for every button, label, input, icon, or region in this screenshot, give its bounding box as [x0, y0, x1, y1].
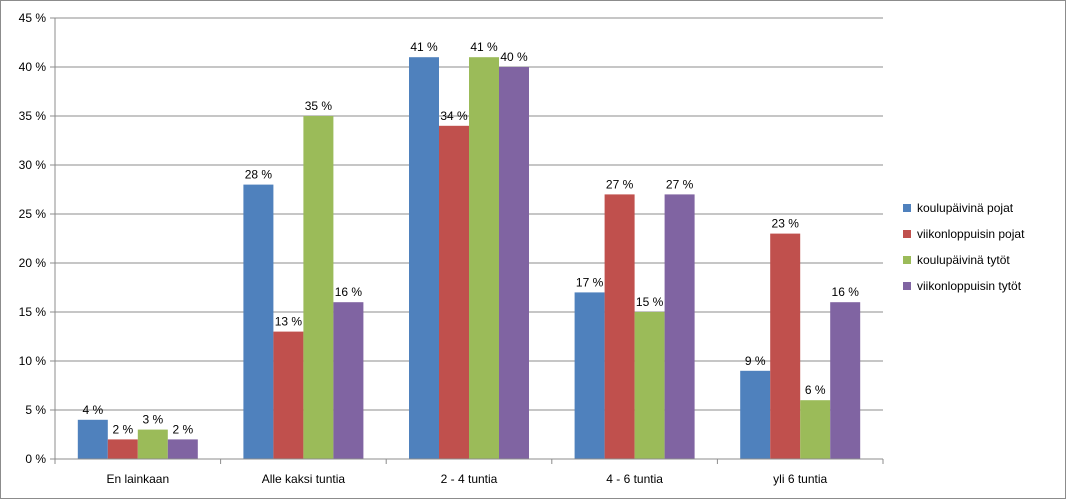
x-tick-label: 2 - 4 tuntia [441, 472, 498, 486]
legend: koulupäivinä pojat viikonloppuisin pojat k… [903, 201, 1025, 293]
bar [439, 125, 469, 460]
data-label: 23 % [772, 217, 800, 231]
y-tick-label: 45 % [19, 11, 47, 25]
legend-swatch [903, 204, 911, 212]
data-label: 27 % [666, 177, 694, 191]
bar [664, 194, 695, 459]
bar [574, 292, 605, 459]
bar [800, 400, 831, 459]
bar [770, 233, 801, 459]
data-label: 3 % [142, 413, 163, 427]
legend-label: koulupäivinä pojat [917, 201, 1014, 215]
data-label: 40 % [500, 50, 528, 64]
data-label: 13 % [275, 315, 303, 329]
x-tick-label: yli 6 tuntia [773, 472, 827, 486]
data-label: 9 % [745, 354, 766, 368]
y-tick-label: 0 % [25, 452, 46, 466]
data-label: 16 % [832, 285, 860, 299]
y-axis: 0 % 5 % 10 % 15 % 20 % 25 % 30 % 35 % 40 % 45 % [19, 11, 56, 466]
bar [303, 116, 334, 459]
bar [740, 370, 771, 459]
bar [499, 67, 529, 459]
data-label: 28 % [245, 168, 273, 182]
y-tick-label: 35 % [19, 109, 47, 123]
x-tick-label: En lainkaan [106, 472, 169, 486]
data-label: 27 % [606, 177, 634, 191]
bar [77, 419, 108, 459]
bar [604, 194, 635, 459]
bar [469, 57, 499, 459]
data-label: 16 % [335, 285, 363, 299]
data-label: 34 % [440, 109, 468, 123]
bar [167, 439, 198, 459]
data-label: 2 % [172, 422, 193, 436]
y-tick-label: 25 % [19, 207, 47, 221]
legend-swatch [903, 282, 911, 290]
legend-label: viikonloppuisin tytöt [917, 279, 1022, 293]
y-tick-label: 20 % [19, 256, 47, 270]
legend-swatch [903, 230, 911, 238]
data-label: 41 % [470, 40, 498, 54]
legend-swatch [903, 256, 911, 264]
x-tick-label: 4 - 6 tuntia [606, 472, 663, 486]
y-tick-label: 40 % [19, 60, 47, 74]
bars [77, 57, 861, 460]
y-tick-label: 5 % [25, 403, 46, 417]
x-tick-label: Alle kaksi tuntia [262, 472, 346, 486]
data-label: 41 % [410, 40, 438, 54]
bar [634, 312, 665, 459]
bar [333, 302, 364, 459]
bar [273, 331, 304, 459]
data-label: 6 % [805, 383, 826, 397]
data-label: 4 % [82, 403, 103, 417]
bar [409, 57, 439, 459]
data-label: 17 % [576, 275, 604, 289]
legend-label: viikonloppuisin pojat [917, 227, 1025, 241]
bar [830, 302, 861, 459]
bar [137, 429, 168, 459]
y-tick-label: 30 % [19, 158, 47, 172]
bar [243, 184, 274, 459]
bar [107, 439, 138, 459]
data-label: 2 % [112, 422, 133, 436]
y-tick-label: 10 % [19, 354, 47, 368]
data-label: 35 % [305, 99, 333, 113]
data-labels: 4 % 2 % 3 % 2 % 28 % 13 % 35 % 16 % 41 % 34 % 41 %… [82, 40, 859, 436]
x-axis: En lainkaan Alle kaksi tuntia 2 - 4 tuntia… [54, 458, 884, 486]
legend-label: koulupäivinä tytöt [917, 253, 1010, 267]
data-label: 15 % [636, 295, 664, 309]
y-tick-label: 15 % [19, 305, 47, 319]
